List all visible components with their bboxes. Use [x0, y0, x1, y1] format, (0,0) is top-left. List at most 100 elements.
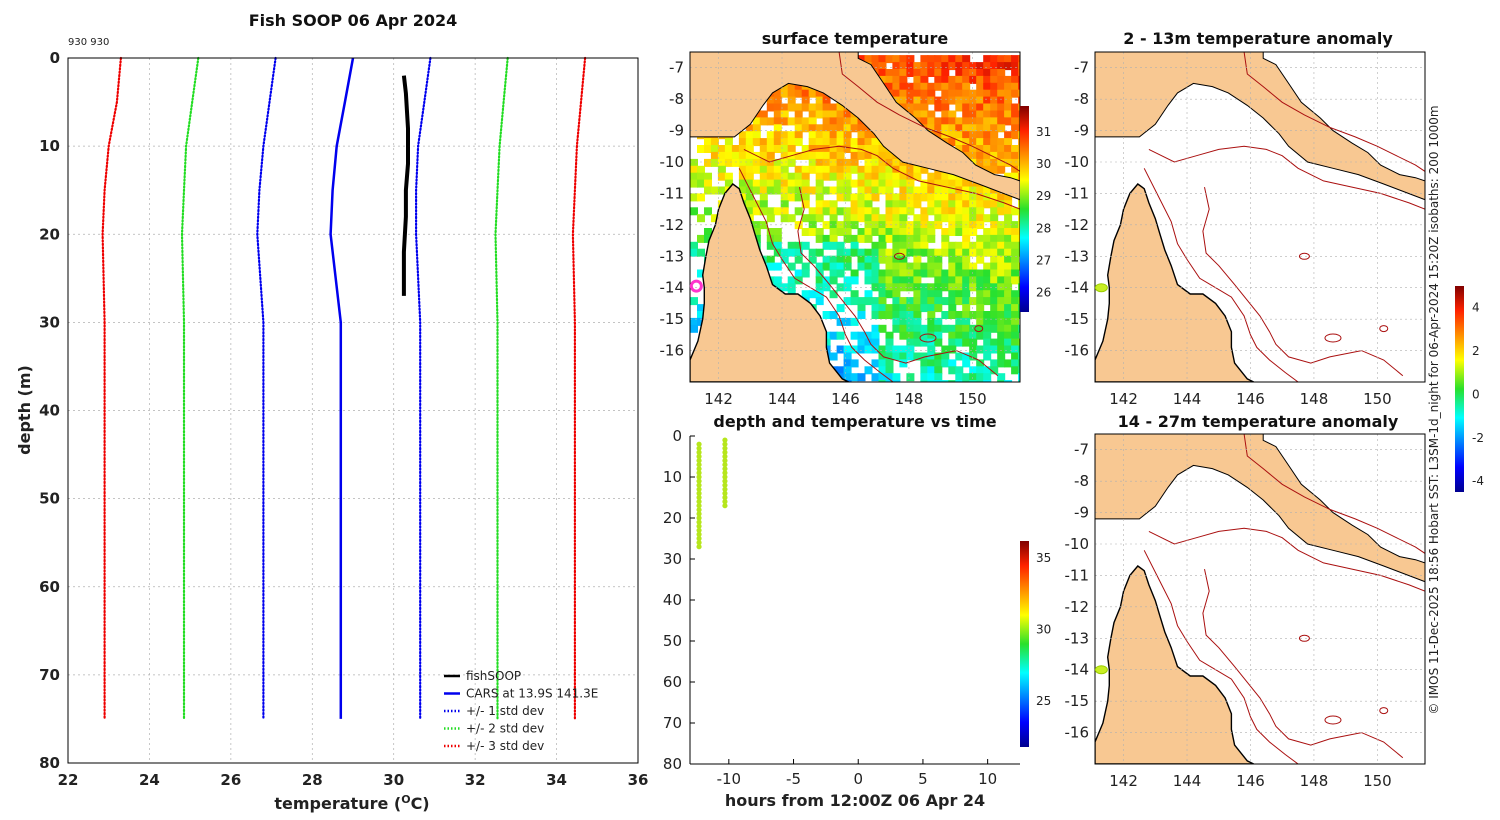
- sst-cell: [892, 283, 901, 292]
- time-point: [696, 462, 702, 468]
- sst-cell: [878, 283, 887, 292]
- sst-cell: [997, 331, 1006, 340]
- map-xtick-label: 148: [895, 390, 924, 408]
- sst-cell: [899, 207, 908, 216]
- anomaly-deep-grid: [1095, 434, 1425, 764]
- sst-cell: [976, 62, 985, 71]
- sst-cell: [1011, 234, 1020, 243]
- time-point: [696, 486, 702, 492]
- sst-cell: [913, 331, 922, 340]
- map-ytick-label: -13: [1065, 247, 1090, 265]
- sst-cell: [794, 186, 803, 195]
- sst-cell: [1011, 255, 1020, 264]
- sst-cell: [885, 290, 894, 299]
- sst-cell: [927, 345, 936, 354]
- isobath-line: [1243, 434, 1425, 554]
- sst-cell: [1018, 151, 1020, 160]
- sst-cell: [962, 380, 971, 382]
- anomaly-shallow-frame: [1094, 51, 1426, 383]
- sst-cell: [927, 186, 936, 195]
- profile-title: Fish SOOP 06 Apr 2024: [249, 11, 458, 30]
- sst-cell: [920, 248, 929, 257]
- sst-cell: [808, 165, 817, 174]
- sst-cell: [941, 248, 950, 257]
- sst-cell: [934, 352, 943, 361]
- sst-cell: [857, 311, 866, 319]
- sst-cell: [829, 214, 838, 223]
- sst-cell: [920, 117, 929, 126]
- sst-cell: [759, 117, 768, 126]
- sst-cell: [752, 165, 761, 174]
- sst-cell: [906, 200, 915, 209]
- sst-cell: [969, 103, 978, 112]
- sst-cell: [690, 165, 698, 174]
- sst-cell: [941, 207, 950, 216]
- sst-cell: [815, 193, 824, 202]
- sst-cell: [941, 283, 950, 292]
- sst-cell: [1004, 248, 1013, 257]
- sst-cell: [899, 359, 908, 368]
- sst-cell: [787, 193, 796, 202]
- sst-cell: [990, 124, 999, 133]
- sst-cell: [948, 172, 957, 181]
- sst-cell: [990, 276, 999, 285]
- sst-cell: [794, 221, 803, 230]
- map-ytick-label: -14: [1065, 661, 1090, 679]
- map-ytick-label: -7: [1074, 441, 1089, 459]
- sst-cell: [927, 331, 936, 340]
- sst-cell: [976, 311, 985, 319]
- ytick-label: 80: [39, 754, 60, 772]
- sst-cell: [850, 158, 859, 167]
- sst-cell: [836, 158, 845, 167]
- sst-cell: [1018, 311, 1020, 319]
- sst-cell: [1018, 124, 1020, 133]
- sst-cell: [773, 228, 782, 236]
- series-line: [494, 56, 509, 721]
- sst-cell: [1018, 304, 1020, 313]
- time-colorbar: [1020, 541, 1029, 747]
- sst-cell: [934, 331, 943, 340]
- sst-cell: [1004, 276, 1013, 285]
- sst-cell: [745, 145, 754, 153]
- sst-cell: [843, 124, 852, 133]
- sst-cell: [983, 69, 992, 77]
- sst-cell: [1004, 89, 1013, 98]
- sst-cell: [759, 200, 768, 209]
- sst-cell: [997, 359, 1006, 368]
- sst-cell: [892, 62, 901, 71]
- sst-cell: [892, 179, 901, 188]
- time-point: [696, 474, 702, 480]
- sst-cell: [836, 366, 845, 375]
- sst-cell: [983, 103, 992, 112]
- sst-cell: [794, 103, 803, 112]
- sst-cell: [690, 172, 698, 181]
- sst-cell: [913, 248, 922, 257]
- sst-cell: [990, 193, 999, 202]
- sst-cell: [745, 151, 754, 160]
- sst-cell: [969, 248, 978, 257]
- sst-cell: [717, 151, 726, 160]
- sst-cell: [731, 151, 740, 160]
- sst-cell: [878, 69, 887, 77]
- sst-cell: [934, 96, 943, 105]
- sst-cell: [864, 158, 873, 167]
- sst-cell: [962, 228, 971, 236]
- sst-cell: [773, 186, 782, 195]
- sst-cell: [1004, 193, 1013, 202]
- sst-cell: [878, 241, 887, 250]
- sst-cell: [878, 380, 887, 382]
- sst-cell: [948, 110, 957, 119]
- sst-cell: [920, 165, 929, 174]
- sst-cell: [955, 75, 964, 84]
- map-xtick-label: 142: [1109, 772, 1138, 790]
- time-point: [696, 523, 702, 529]
- sst-cell: [738, 193, 747, 202]
- sst-cell: [885, 186, 894, 195]
- sst-cell: [787, 172, 796, 181]
- sst-cell: [1018, 241, 1020, 250]
- sst-cell: [976, 276, 985, 285]
- sst-cell: [997, 283, 1006, 292]
- sst-cell: [997, 228, 1006, 236]
- sst-cell: [766, 145, 775, 153]
- time-point: [696, 531, 702, 538]
